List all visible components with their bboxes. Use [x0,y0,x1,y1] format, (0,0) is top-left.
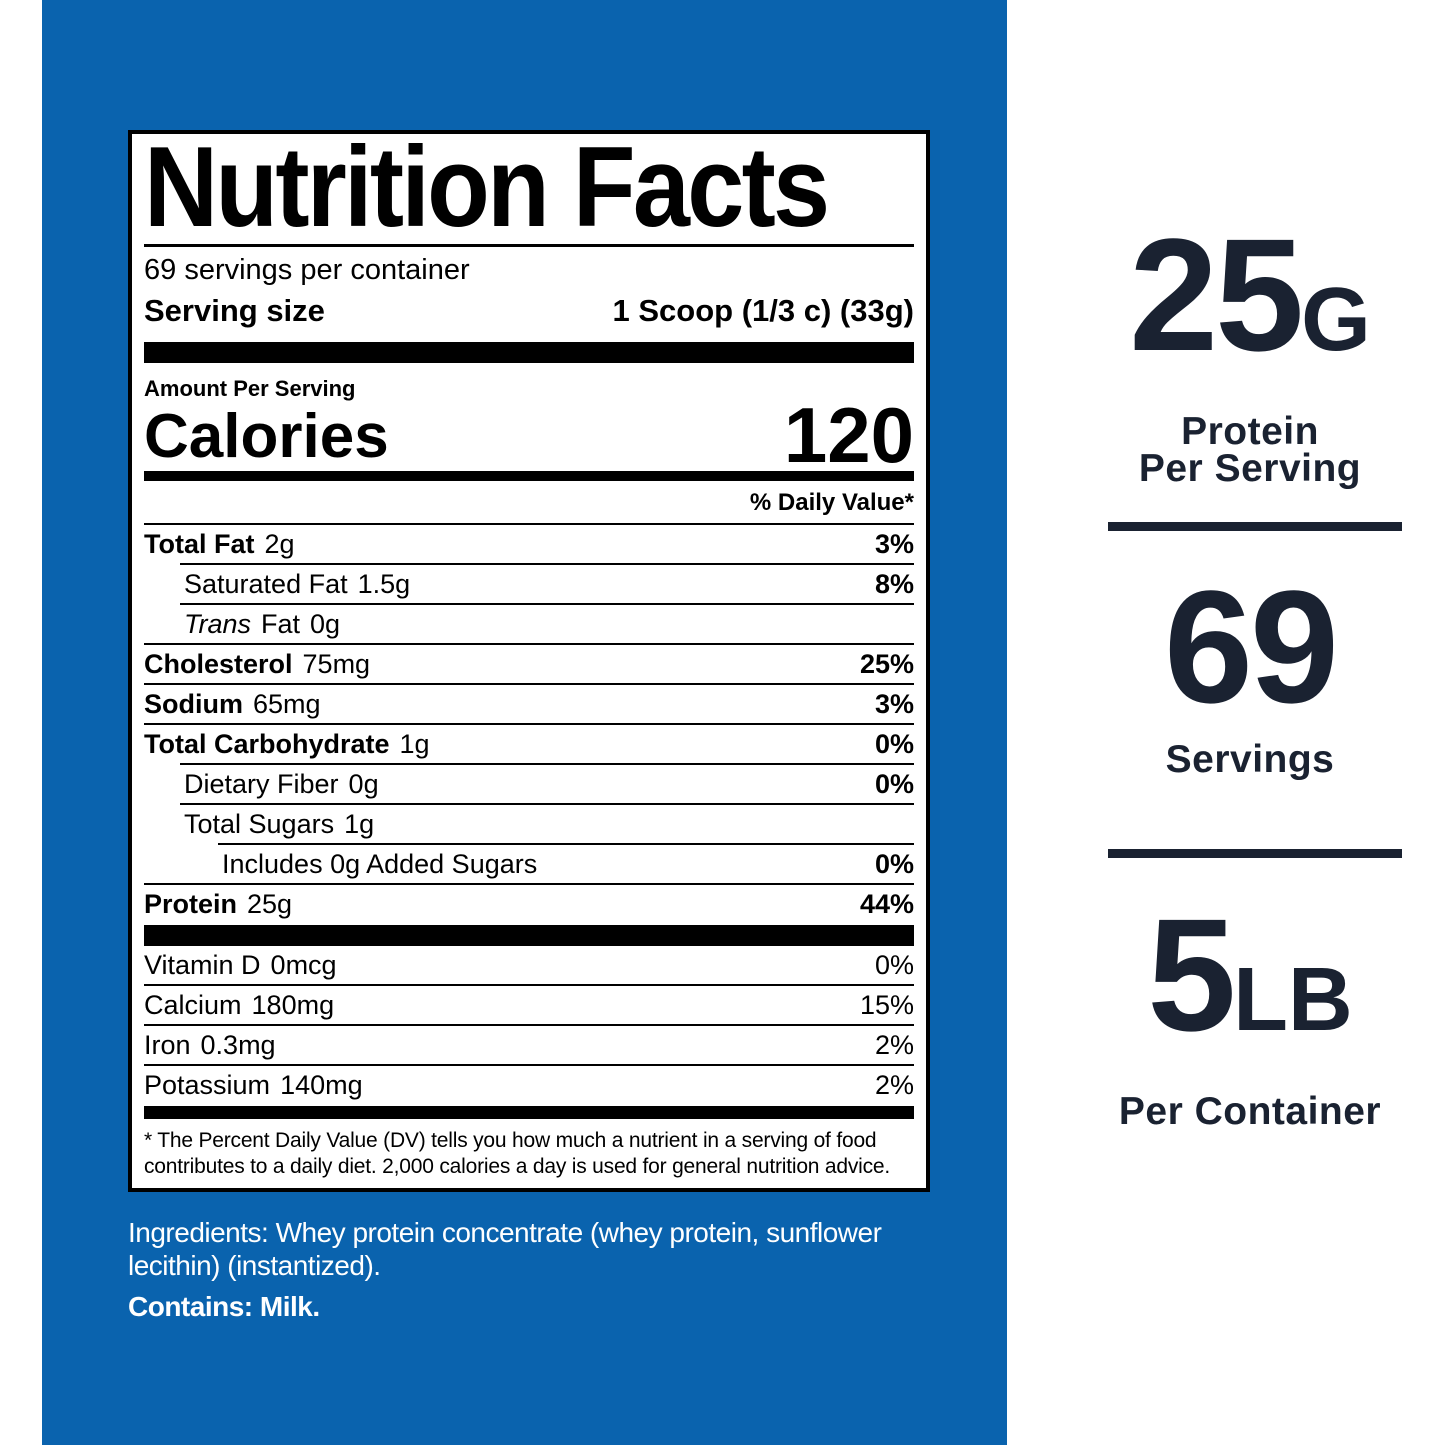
micronutrient-row-iron: Iron 0.3mg 2% [144,1030,914,1060]
row-divider [180,603,914,605]
title-rule [144,244,914,247]
row-divider [180,763,914,765]
micronutrient-row-calcium: Calcium 180mg 15% [144,990,914,1020]
row-divider [144,883,914,885]
row-divider [144,523,914,525]
row-divider [144,643,914,645]
blue-label-panel: Nutrition Facts 69 servings per containe… [42,0,1007,1445]
section-bar [144,342,914,363]
serving-size-label: Serving size [144,293,325,328]
nutrient-row-dietary-fiber: Dietary Fiber 0g 0% [184,769,914,799]
section-bar [144,1106,914,1119]
section-bar [144,471,914,481]
servings-caption: Servings [1165,738,1335,781]
row-divider [144,1024,914,1026]
highlight-divider [1108,849,1402,858]
nutrient-row-saturated-fat: Saturated Fat 1.5g 8% [184,569,914,599]
section-bar [144,925,914,946]
serving-size-row: Serving size 1 Scoop (1/3 c) (33g) [144,293,914,329]
nutrient-row-cholesterol: Cholesterol 75mg 25% [144,649,914,679]
highlight-divider [1108,522,1402,531]
amount-per-serving: Amount Per Serving [144,376,356,401]
serving-size-value: 1 Scoop (1/3 c) (33g) [612,293,914,328]
calories-value: 120 [783,391,914,479]
calories-label: Calories [144,402,389,471]
nutrient-row-added-sugars: Includes 0g Added Sugars 0% [222,849,914,879]
allergen-statement: Contains: Milk. [128,1291,320,1322]
servings-per-container: 69 servings per container [144,254,470,286]
protein-caption: Protein Per Serving [1138,410,1362,490]
nutrient-row-total-fat: Total Fat 2g 3% [144,529,914,559]
nutrient-row-sodium: Sodium 65mg 3% [144,689,914,719]
row-divider [180,803,914,805]
micronutrient-row-potassium: Potassium 140mg 2% [144,1070,914,1100]
ingredients-line: Ingredients: Whey protein concentrate (w… [128,1217,882,1248]
nutrient-row-total-carbohydrate: Total Carbohydrate 1g 0% [144,729,914,759]
highlight-protein: 25G Protein Per Serving [1035,205,1445,490]
weight-unit: LB [1233,949,1353,1049]
row-divider [218,843,914,845]
micronutrient-row-vitamin-d: Vitamin D 0mcg 0% [144,950,914,980]
row-divider [144,683,914,685]
protein-amount: 25G [1129,205,1371,384]
row-divider [144,984,914,986]
nutrient-row-total-sugars: Total Sugars 1g [184,809,375,839]
daily-value-header: % Daily Value* [749,489,914,516]
nutrient-row-trans-fat: Trans Fat 0g [184,609,341,639]
calories-row: Calories 120 [144,391,914,479]
row-divider [180,563,914,565]
row-divider [144,1064,914,1066]
daily-value-footnote: * The Percent Daily Value (DV) tells you… [144,1129,891,1178]
nutrition-facts-title: Nutrition Facts [144,124,830,251]
row-divider [144,723,914,725]
weight-amount: 5LB [1147,885,1353,1064]
highlight-servings: 69 Servings [1035,557,1445,781]
ingredients-line: lecithin) (instantized). [128,1250,381,1281]
nutrition-facts-label: Nutrition Facts 69 servings per containe… [128,130,930,1192]
ingredients-block: Ingredients: Whey protein concentrate (w… [128,1216,1033,1323]
weight-caption: Per Container [1118,1090,1382,1133]
highlight-weight: 5LB Per Container [1035,885,1445,1133]
nutrient-row-protein: Protein 25g 44% [144,889,914,919]
protein-unit: G [1301,269,1371,369]
servings-count: 69 [1164,557,1339,736]
